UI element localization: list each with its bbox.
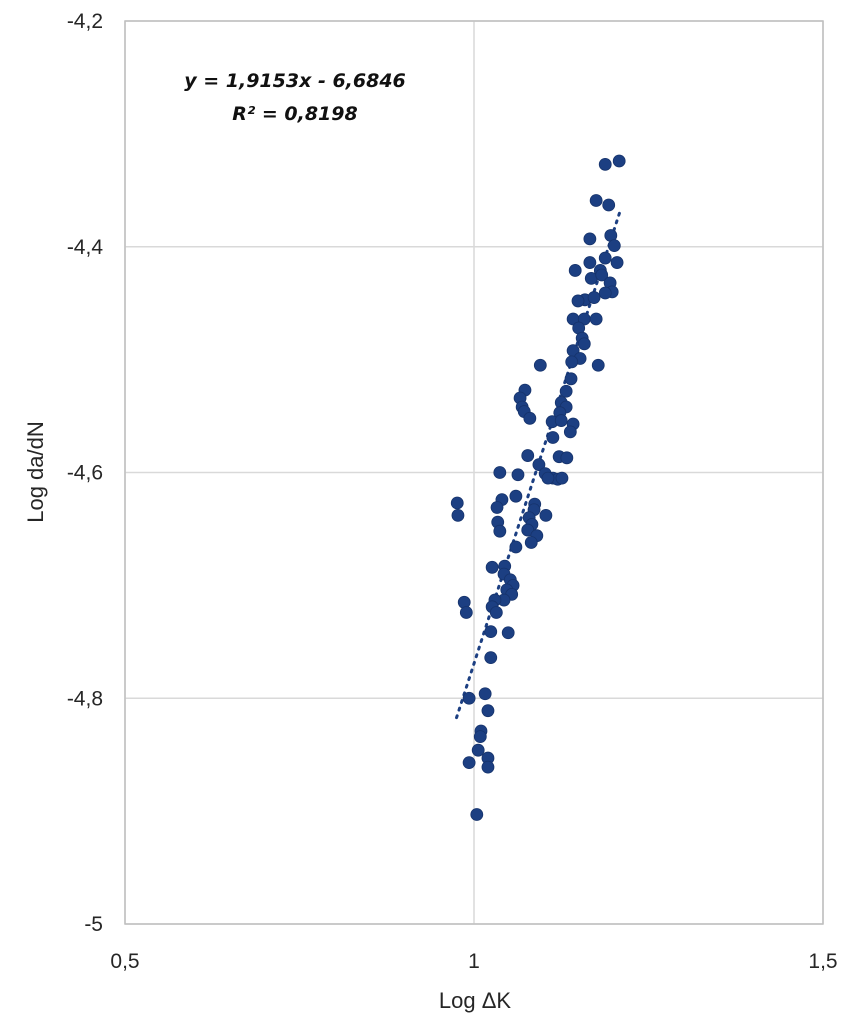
data-point	[598, 157, 612, 171]
data-point	[471, 743, 485, 757]
data-point	[509, 489, 523, 503]
data-point	[493, 524, 507, 538]
data-point	[533, 358, 547, 372]
data-point	[459, 606, 473, 619]
data-point	[598, 251, 612, 265]
data-point	[565, 355, 579, 369]
data-point	[473, 730, 487, 744]
data-point	[509, 540, 523, 554]
data-point	[541, 471, 555, 485]
data-point	[484, 625, 498, 639]
data-point	[521, 523, 535, 537]
y-tick-label: -4,6	[67, 462, 103, 485]
data-point	[485, 560, 499, 574]
data-point	[539, 508, 553, 522]
data-point	[587, 291, 601, 304]
data-point	[478, 687, 492, 701]
data-point	[524, 536, 538, 549]
data-point	[568, 264, 582, 277]
data-point	[493, 466, 507, 479]
data-point	[450, 496, 464, 510]
y-axis-title: Log da/dN	[23, 421, 48, 523]
data-point	[591, 358, 605, 372]
r-squared-label: R² = 0,8198	[232, 103, 357, 125]
data-point	[598, 286, 612, 300]
data-point	[560, 451, 574, 465]
data-point	[532, 458, 546, 471]
x-axis-title: Log ΔK	[439, 988, 512, 1013]
y-tick-label: -5	[84, 913, 103, 936]
y-axis-tick-labels: -5 -4,8 -4,6 -4,4 -4,2	[67, 10, 104, 936]
data-point	[577, 337, 591, 351]
data-point	[583, 256, 597, 269]
data-point	[595, 268, 609, 282]
data-point	[610, 256, 624, 269]
data-point	[607, 239, 621, 253]
trendline-equation: y = 1,9153x - 6,6846	[184, 70, 406, 92]
gridlines	[124, 20, 824, 925]
data-point	[589, 194, 603, 207]
data-point	[511, 468, 525, 482]
x-axis-tick-labels: 0,5 1 1,5	[110, 950, 837, 973]
data-point	[489, 606, 503, 619]
x-tick-label: 0,5	[110, 950, 139, 973]
plot-area-border	[124, 20, 824, 925]
data-point	[462, 691, 476, 705]
y-tick-label: -4,2	[67, 10, 103, 33]
data-point	[462, 756, 476, 769]
data-point	[563, 425, 577, 439]
data-point	[481, 704, 495, 718]
data-point	[501, 626, 515, 640]
data-point	[451, 508, 465, 522]
data-point	[612, 154, 626, 168]
x-tick-label: 1,5	[808, 950, 837, 973]
data-point	[555, 471, 569, 485]
data-point	[589, 312, 603, 326]
data-point	[481, 760, 495, 774]
data-point	[602, 198, 616, 212]
data-point	[484, 651, 498, 665]
data-point	[490, 501, 504, 514]
y-tick-label: -4,8	[67, 687, 103, 710]
y-tick-label: -4,4	[67, 236, 104, 259]
data-point	[564, 372, 578, 386]
data-point	[583, 232, 597, 246]
data-point	[523, 411, 537, 425]
x-tick-label: 1	[468, 950, 480, 973]
data-point	[554, 414, 568, 427]
data-point	[571, 294, 585, 308]
data-point	[559, 384, 573, 398]
data-point	[470, 808, 484, 821]
data-point	[546, 431, 560, 444]
data-points	[450, 154, 626, 821]
data-point	[521, 449, 535, 462]
